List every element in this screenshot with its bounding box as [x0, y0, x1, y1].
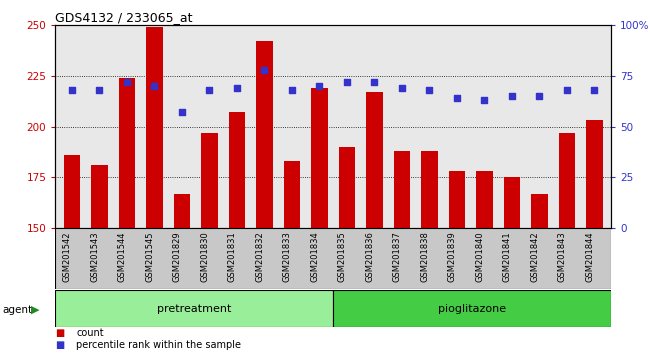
Point — [479, 97, 489, 103]
Bar — [559, 133, 575, 228]
Bar — [394, 151, 410, 228]
Text: GSM201545: GSM201545 — [146, 232, 154, 282]
Bar — [256, 41, 272, 228]
Bar — [531, 194, 548, 228]
Bar — [586, 120, 603, 228]
Point — [590, 87, 600, 93]
Text: GSM201543: GSM201543 — [90, 232, 99, 282]
Point — [369, 79, 380, 85]
Text: GSM201829: GSM201829 — [173, 232, 182, 282]
Point — [177, 109, 187, 115]
Bar — [333, 290, 611, 327]
Point — [66, 87, 77, 93]
Bar — [448, 171, 465, 228]
Text: GSM201833: GSM201833 — [283, 232, 292, 282]
Text: GSM201837: GSM201837 — [393, 232, 402, 282]
Text: GSM201841: GSM201841 — [503, 232, 512, 282]
Text: GSM201830: GSM201830 — [200, 232, 209, 282]
Text: pretreatment: pretreatment — [157, 304, 231, 314]
Bar — [174, 194, 190, 228]
Text: GSM201844: GSM201844 — [586, 232, 595, 282]
Text: GSM201832: GSM201832 — [255, 232, 265, 282]
Bar — [55, 228, 611, 289]
Point — [149, 83, 159, 89]
Text: GSM201843: GSM201843 — [558, 232, 567, 282]
Bar — [229, 112, 245, 228]
Text: GSM201835: GSM201835 — [338, 232, 347, 282]
Point — [424, 87, 435, 93]
Text: GSM201836: GSM201836 — [365, 232, 374, 282]
Point — [122, 79, 132, 85]
Bar — [339, 147, 355, 228]
Point — [204, 87, 214, 93]
Bar — [504, 177, 520, 228]
Bar — [91, 165, 107, 228]
Text: GSM201831: GSM201831 — [228, 232, 237, 282]
Point — [562, 87, 572, 93]
Text: GSM201842: GSM201842 — [530, 232, 540, 282]
Point — [534, 93, 545, 99]
Text: ■: ■ — [55, 341, 64, 350]
Point — [94, 87, 105, 93]
Text: GSM201838: GSM201838 — [421, 232, 430, 282]
Text: count: count — [76, 328, 104, 338]
Text: GDS4132 / 233065_at: GDS4132 / 233065_at — [55, 11, 193, 24]
Bar — [146, 27, 162, 228]
Point — [342, 79, 352, 85]
Bar — [64, 155, 80, 228]
Text: agent: agent — [2, 305, 32, 315]
Bar — [366, 92, 383, 228]
Point — [231, 85, 242, 91]
Text: GSM201834: GSM201834 — [310, 232, 319, 282]
Point — [452, 95, 462, 101]
Bar — [55, 290, 333, 327]
Point — [314, 83, 324, 89]
Text: ■: ■ — [55, 328, 64, 338]
Bar — [311, 88, 328, 228]
Bar — [118, 78, 135, 228]
Text: ▶: ▶ — [31, 305, 40, 315]
Point — [507, 93, 517, 99]
Text: GSM201839: GSM201839 — [448, 232, 457, 282]
Point — [396, 85, 407, 91]
Text: pioglitazone: pioglitazone — [438, 304, 506, 314]
Point — [287, 87, 297, 93]
Point — [259, 67, 270, 73]
Text: GSM201840: GSM201840 — [475, 232, 484, 282]
Bar — [283, 161, 300, 228]
Bar — [476, 171, 493, 228]
Text: percentile rank within the sample: percentile rank within the sample — [76, 341, 241, 350]
Text: GSM201542: GSM201542 — [63, 232, 72, 282]
Text: GSM201544: GSM201544 — [118, 232, 127, 282]
Bar — [201, 133, 218, 228]
Bar — [421, 151, 437, 228]
